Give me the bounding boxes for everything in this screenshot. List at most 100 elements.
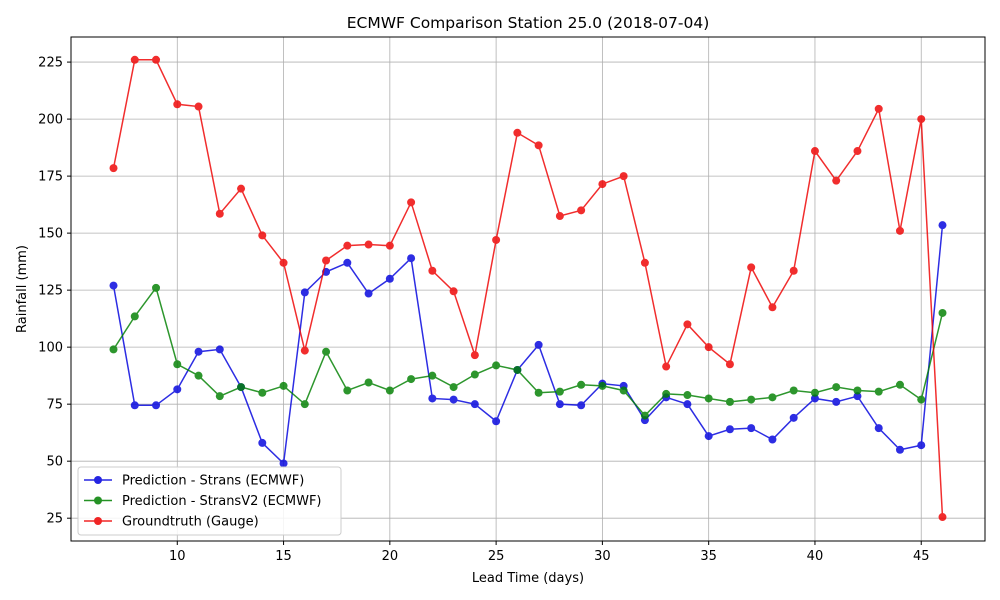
data-point (895, 380, 904, 389)
data-point (662, 362, 671, 371)
data-point (874, 424, 883, 433)
data-point (853, 392, 862, 401)
data-point (470, 370, 479, 379)
data-point (555, 212, 564, 221)
data-point (109, 345, 118, 354)
data-point (173, 100, 182, 109)
data-point (492, 417, 501, 426)
x-tick-label: 40 (807, 549, 824, 564)
data-point (130, 55, 139, 64)
data-point (555, 387, 564, 396)
data-point (194, 347, 203, 356)
data-point (725, 360, 734, 369)
legend-item (84, 517, 112, 525)
y-tick-label: 175 (38, 170, 63, 185)
data-point (704, 432, 713, 441)
data-point (917, 115, 926, 124)
data-point (279, 381, 288, 390)
data-point (215, 209, 224, 218)
data-point (343, 241, 352, 250)
grid-lines (71, 37, 985, 541)
data-point (407, 375, 416, 384)
data-point (109, 164, 118, 173)
data-point (513, 365, 522, 374)
data-point (598, 381, 607, 390)
x-tick-label: 15 (275, 549, 292, 564)
data-point (492, 235, 501, 244)
data-point (449, 287, 458, 296)
data-point (895, 445, 904, 454)
plot-frame (70, 36, 986, 542)
data-point (428, 371, 437, 380)
data-point (364, 240, 373, 249)
series-2 (109, 283, 947, 420)
data-point (853, 386, 862, 395)
data-point (853, 147, 862, 156)
x-tick-label: 45 (913, 549, 930, 564)
data-point (215, 392, 224, 401)
data-point (343, 386, 352, 395)
data-point (237, 184, 246, 193)
legend-box (77, 466, 342, 536)
data-point (683, 391, 692, 400)
data-point (258, 231, 267, 240)
data-point (407, 198, 416, 207)
data-point (428, 394, 437, 403)
data-point (768, 393, 777, 402)
series-layer (109, 55, 947, 522)
data-point (598, 180, 607, 189)
y-axis-title: Rainfall (mm) (15, 245, 30, 333)
legend-marker (94, 476, 102, 484)
y-tick-label: 150 (38, 227, 63, 242)
series-line (112, 225, 944, 466)
legend-label: Prediction - StransV2 (ECMWF) (122, 494, 322, 509)
data-point (130, 401, 139, 410)
y-tick-label: 125 (38, 284, 63, 299)
data-point (449, 383, 458, 392)
x-tick-label: 35 (700, 549, 717, 564)
data-point (279, 258, 288, 267)
data-point (407, 254, 416, 263)
data-point (810, 147, 819, 156)
data-point (577, 380, 586, 389)
data-point (683, 400, 692, 409)
data-point (917, 441, 926, 450)
data-point (152, 283, 161, 292)
data-point (173, 385, 182, 394)
data-point (492, 361, 501, 370)
y-tick-label: 50 (46, 455, 63, 470)
data-point (917, 395, 926, 404)
data-point (534, 388, 543, 397)
data-point (258, 388, 267, 397)
series-line (112, 286, 944, 417)
data-point (704, 394, 713, 403)
data-point (343, 258, 352, 267)
data-point (449, 395, 458, 404)
data-point (428, 266, 437, 275)
data-point (385, 274, 394, 283)
data-point (619, 386, 628, 395)
data-point (173, 360, 182, 369)
data-point (513, 128, 522, 137)
data-point (152, 401, 161, 410)
data-point (725, 425, 734, 434)
data-point (470, 351, 479, 360)
data-point (640, 411, 649, 420)
x-tick-label: 25 (488, 549, 505, 564)
data-point (577, 206, 586, 215)
data-point (832, 397, 841, 406)
data-point (662, 389, 671, 398)
data-point (534, 340, 543, 349)
y-tick-label: 225 (38, 56, 63, 71)
x-tick-label: 20 (382, 549, 399, 564)
axis-ticks: 10 15 20 25 30 35 40 45 25 50 75 100 125 150 175 200 225 (38, 56, 929, 564)
y-tick-label: 100 (38, 341, 63, 356)
data-point (152, 55, 161, 64)
legend-marker (94, 517, 102, 525)
data-point (385, 241, 394, 250)
data-point (300, 400, 309, 409)
data-point (747, 263, 756, 272)
data-point (747, 395, 756, 404)
data-point (577, 401, 586, 410)
